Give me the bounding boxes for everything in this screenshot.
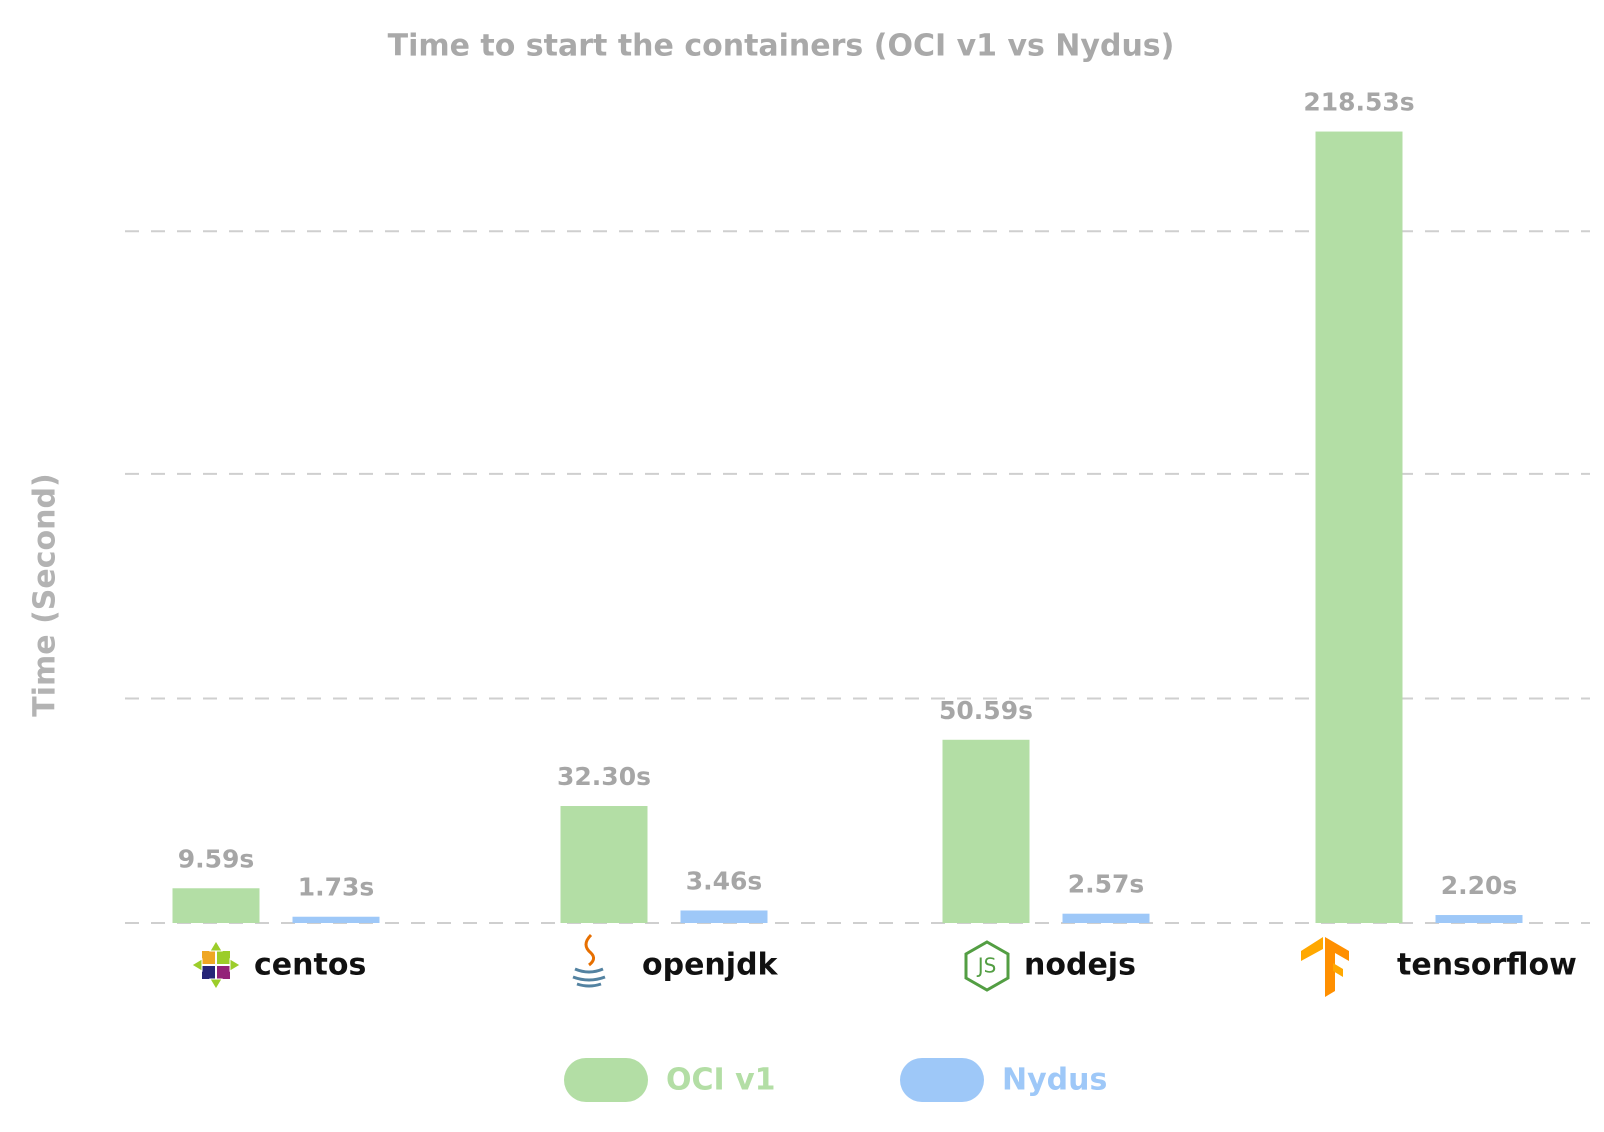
value-label: 50.59s	[939, 696, 1033, 725]
x-tick-label: nodejs	[1024, 948, 1136, 983]
bar	[1315, 131, 1403, 923]
svg-text:JS: JS	[976, 954, 997, 978]
bar	[172, 888, 260, 923]
value-label: 1.73s	[298, 873, 375, 902]
value-label: 2.20s	[1441, 871, 1518, 900]
bar	[1435, 915, 1523, 923]
nodejs-icon: JS	[964, 940, 1010, 992]
bar	[942, 739, 1030, 923]
x-tick-label: openjdk	[642, 948, 779, 983]
value-label: 32.30s	[557, 762, 651, 791]
x-tick-label: centos	[254, 948, 366, 983]
value-label: 9.59s	[178, 844, 255, 873]
centos-icon	[191, 940, 241, 990]
tensorflow-icon	[1301, 937, 1349, 997]
bar	[292, 916, 380, 923]
legend-swatch	[564, 1058, 648, 1102]
y-axis-label: Time (Second)	[28, 473, 63, 716]
value-label: 218.53s	[1303, 88, 1414, 117]
bar	[560, 806, 648, 923]
java-icon	[572, 933, 606, 988]
legend-label: OCI v1	[666, 1063, 776, 1098]
legend-label: Nydus	[1002, 1063, 1107, 1098]
legend-swatch	[900, 1058, 984, 1102]
value-label: 3.46s	[686, 866, 763, 895]
bar	[680, 910, 768, 923]
value-label: 2.57s	[1068, 870, 1145, 899]
bar	[1062, 913, 1150, 923]
x-tick-label: tensorflow	[1397, 948, 1577, 983]
chart-title: Time to start the containers (OCI v1 vs …	[388, 29, 1175, 64]
